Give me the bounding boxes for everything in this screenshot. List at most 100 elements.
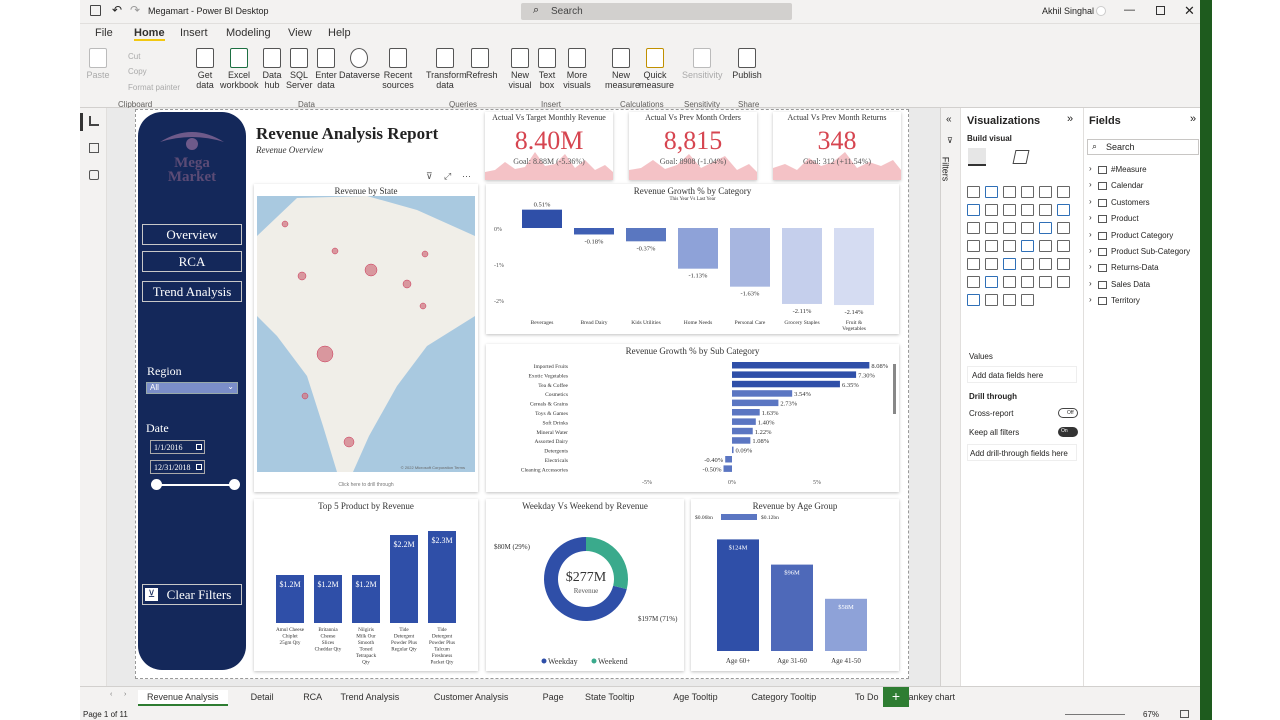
expand-icon[interactable]: » bbox=[1190, 113, 1197, 125]
apps-icon[interactable] bbox=[1057, 276, 1070, 288]
chevron-right-icon[interactable]: › bbox=[1089, 213, 1092, 223]
sql-server-button[interactable]: SQL Server bbox=[286, 48, 313, 90]
publish-button[interactable]: Publish bbox=[732, 48, 762, 80]
map-icon[interactable] bbox=[1057, 222, 1070, 234]
filter-icon[interactable]: ⊽ bbox=[426, 171, 433, 181]
menu-view[interactable]: View bbox=[288, 27, 312, 39]
more-icon[interactable] bbox=[1021, 294, 1034, 306]
filled-map-icon[interactable] bbox=[967, 240, 980, 252]
page-tab[interactable]: Category Tooltip bbox=[751, 692, 817, 702]
next-page-icon[interactable]: › bbox=[124, 691, 127, 698]
category-growth-chart[interactable]: Revenue Growth % by Category This Year V… bbox=[486, 184, 899, 334]
maximize-icon[interactable] bbox=[1156, 6, 1165, 15]
menu-help[interactable]: Help bbox=[328, 27, 351, 39]
card-icon[interactable] bbox=[1021, 240, 1034, 252]
menu-home[interactable]: Home bbox=[134, 27, 165, 41]
shape-map-icon[interactable] bbox=[985, 240, 998, 252]
refresh-button[interactable]: Refresh bbox=[466, 48, 498, 80]
decomposition-icon[interactable] bbox=[967, 276, 980, 288]
focus-mode-icon[interactable]: ⤢ bbox=[444, 171, 452, 181]
python-icon[interactable] bbox=[1039, 258, 1052, 270]
top-products-chart[interactable]: Top 5 Product by Revenue $1.2M Amul Chees… bbox=[254, 499, 478, 671]
subcategory-growth-chart[interactable]: Revenue Growth % by Sub Category Importe… bbox=[486, 344, 899, 492]
chevron-right-icon[interactable]: › bbox=[1089, 229, 1092, 239]
date-end-input[interactable]: 12/31/2018 bbox=[150, 460, 205, 474]
chevron-right-icon[interactable]: › bbox=[1089, 164, 1092, 173]
enter-data-button[interactable]: Enter data bbox=[313, 48, 339, 90]
column-100-icon[interactable] bbox=[1057, 186, 1070, 198]
get-data-button[interactable]: Get data bbox=[190, 48, 220, 90]
weekday-weekend-chart[interactable]: Weekday Vs Weekend by Revenue $277M Reven… bbox=[486, 499, 684, 671]
clustered-column-icon[interactable] bbox=[1021, 186, 1034, 198]
paste-button[interactable]: Paste bbox=[86, 48, 110, 80]
zoom-slider[interactable] bbox=[1065, 714, 1125, 715]
chevron-right-icon[interactable]: › bbox=[1089, 246, 1092, 255]
key-influencers-icon[interactable] bbox=[1057, 258, 1070, 270]
filters-pane[interactable]: « ⊽ Filters bbox=[940, 108, 960, 686]
kpi-card-revenue[interactable]: Actual Vs Target Monthly Revenue 8.40M G… bbox=[485, 112, 613, 180]
nav-trend-analysis-button[interactable]: Trend Analysis bbox=[142, 281, 242, 302]
format-visual-icon[interactable] bbox=[1012, 150, 1030, 164]
field-table-item[interactable]: Product bbox=[1111, 214, 1139, 224]
page-tab[interactable]: Page bbox=[542, 692, 564, 702]
page-tab[interactable]: Sankey chart bbox=[902, 692, 956, 702]
ribbon-icon[interactable] bbox=[1039, 204, 1052, 216]
pie-icon[interactable] bbox=[1003, 222, 1016, 234]
revenue-by-state-map[interactable]: ⊽ ⤢ ⋯ Revenue by State © 2022 Microsoft … bbox=[254, 171, 478, 492]
redo-icon[interactable]: ↷ bbox=[130, 3, 141, 17]
field-table-item[interactable]: Product Category bbox=[1111, 230, 1174, 240]
field-table-item[interactable]: Calendar bbox=[1111, 181, 1144, 191]
date-slider-start-handle[interactable] bbox=[151, 479, 162, 490]
keep-filters-toggle[interactable]: On bbox=[1058, 427, 1078, 437]
text-box-button[interactable]: Text box bbox=[536, 48, 558, 90]
slicer-icon[interactable] bbox=[967, 258, 980, 270]
waterfall-icon[interactable] bbox=[1057, 204, 1070, 216]
field-table-item[interactable]: #Measure bbox=[1111, 165, 1147, 174]
expand-icon[interactable]: » bbox=[1067, 113, 1074, 125]
field-table-item[interactable]: Returns-Data bbox=[1111, 263, 1159, 273]
kpi-card-orders[interactable]: Actual Vs Prev Month Orders 8,815 Goal: … bbox=[629, 112, 757, 180]
add-page-button[interactable]: + bbox=[883, 687, 909, 707]
clear-filters-button[interactable]: ⊻ Clear Filters bbox=[142, 584, 242, 605]
model-view-icon[interactable] bbox=[89, 170, 99, 180]
funnel-icon[interactable] bbox=[967, 222, 980, 234]
map-surface[interactable]: © 2022 Microsoft Corporation Terms bbox=[257, 196, 475, 472]
close-icon[interactable]: ✕ bbox=[1184, 3, 1195, 18]
sensitivity-button[interactable]: Sensitivity bbox=[682, 48, 723, 80]
avatar[interactable] bbox=[1096, 6, 1106, 16]
clustered-bar-icon[interactable] bbox=[1003, 186, 1016, 198]
fit-page-icon[interactable] bbox=[1180, 710, 1189, 718]
minimize-icon[interactable]: — bbox=[1124, 4, 1135, 16]
page-tab[interactable]: Customer Analysis bbox=[433, 692, 509, 702]
prev-page-icon[interactable]: ‹ bbox=[110, 691, 113, 698]
collapse-icon[interactable]: « bbox=[946, 114, 952, 125]
line-icon[interactable] bbox=[967, 204, 980, 216]
donut-icon[interactable] bbox=[1021, 222, 1034, 234]
nav-overview-button[interactable]: Overview bbox=[142, 224, 242, 245]
drill-through-field-well[interactable]: Add drill-through fields here bbox=[967, 444, 1077, 461]
nav-rca-button[interactable]: RCA bbox=[142, 251, 242, 272]
treemap-icon[interactable] bbox=[1039, 222, 1052, 234]
cut-button[interactable]: Cut bbox=[128, 52, 141, 61]
kpi-card-returns[interactable]: Actual Vs Prev Month Returns 348 Goal: 3… bbox=[773, 112, 901, 180]
values-field-well[interactable]: Add data fields here bbox=[967, 366, 1077, 383]
page-tab[interactable]: State Tooltip bbox=[585, 692, 635, 702]
date-slider-track[interactable] bbox=[156, 484, 234, 486]
stacked-bar-icon[interactable] bbox=[967, 186, 980, 198]
fields-search-input[interactable]: ⌕ Search bbox=[1087, 139, 1199, 155]
r-visual-icon[interactable] bbox=[1021, 258, 1034, 270]
stacked-area-icon[interactable] bbox=[1003, 204, 1016, 216]
new-visual-button[interactable]: New visual bbox=[508, 48, 532, 90]
copy-button[interactable]: Copy bbox=[128, 67, 147, 76]
build-visual-icon[interactable] bbox=[968, 148, 986, 166]
undo-icon[interactable]: ↶ bbox=[112, 3, 123, 17]
power-automate-icon[interactable] bbox=[967, 294, 980, 306]
report-view-button[interactable] bbox=[89, 116, 99, 126]
area-icon[interactable] bbox=[985, 204, 998, 216]
kpi-icon[interactable] bbox=[1057, 240, 1070, 252]
page-tab[interactable]: Revenue Analysis bbox=[138, 690, 228, 706]
age-group-chart[interactable]: Revenue by Age Group $0.06bn $0.12bn $124M… bbox=[691, 499, 899, 671]
dataverse-button[interactable]: Dataverse bbox=[339, 48, 380, 80]
user-name[interactable]: Akhil Singhal bbox=[1042, 6, 1095, 16]
scatter-icon[interactable] bbox=[985, 222, 998, 234]
